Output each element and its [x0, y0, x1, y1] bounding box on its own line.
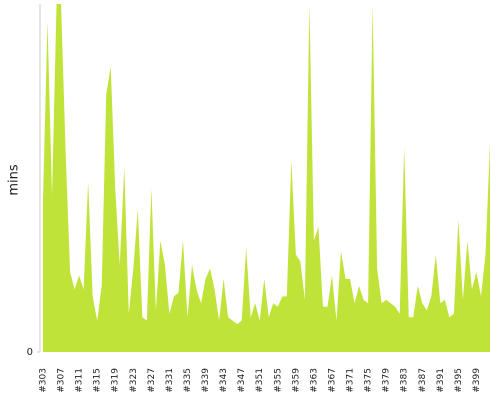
x-tick-label: #319 — [111, 368, 121, 393]
x-tick-label: #383 — [400, 368, 410, 393]
x-tick-label: #315 — [93, 368, 103, 393]
x-tick-label: #371 — [346, 368, 356, 393]
x-tick-label: #347 — [237, 368, 247, 393]
x-tick-label: #323 — [129, 368, 139, 393]
x-tick-label: #311 — [75, 368, 85, 393]
y-axis-label: mins — [7, 164, 22, 196]
x-tick-label: #307 — [57, 368, 67, 393]
x-tick-label: #351 — [255, 368, 265, 393]
x-tick-label: #387 — [418, 368, 428, 393]
x-tick-label: #363 — [309, 368, 319, 393]
x-tick-label: #327 — [147, 368, 157, 393]
x-tick-label: #303 — [39, 368, 49, 393]
x-tick-label: #355 — [273, 368, 283, 393]
x-tick-label: #375 — [364, 368, 374, 393]
x-tick-label: #335 — [183, 368, 193, 393]
x-tick-label: #379 — [382, 368, 392, 393]
x-tick-label: #367 — [327, 368, 337, 393]
area — [43, 4, 490, 352]
x-tick-label: #391 — [436, 368, 446, 393]
x-tick-label: #339 — [201, 368, 211, 393]
x-tick-label: #395 — [454, 368, 464, 393]
x-tick-label: #399 — [472, 368, 482, 393]
x-tick-label: #331 — [165, 368, 175, 393]
x-tick-label: #343 — [219, 368, 229, 393]
y-tick-label: 0 — [27, 347, 33, 358]
x-tick-label: #359 — [291, 368, 301, 393]
